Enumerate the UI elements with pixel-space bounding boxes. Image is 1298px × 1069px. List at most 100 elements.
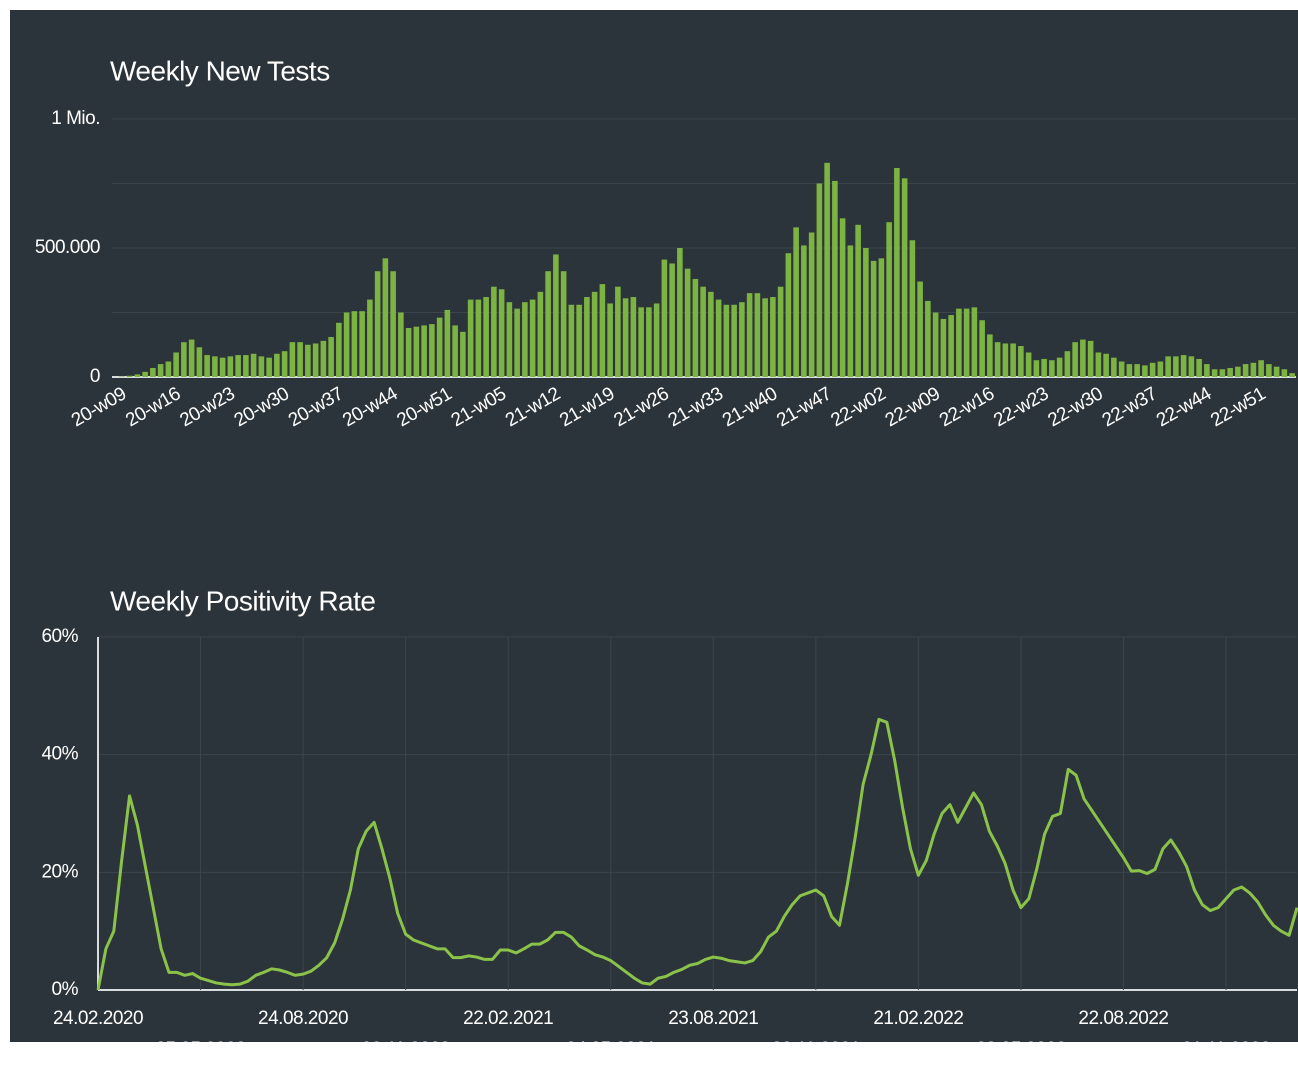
bar — [181, 342, 187, 377]
bar — [553, 254, 559, 377]
bar — [537, 291, 544, 377]
bar — [219, 357, 226, 377]
bar — [576, 304, 582, 377]
bar — [1072, 342, 1078, 377]
chart-title: Weekly New Tests — [110, 55, 330, 86]
y-tick-label: 1 Mio. — [51, 108, 100, 129]
bar — [948, 315, 954, 377]
bar — [1126, 364, 1133, 377]
bar — [832, 180, 838, 377]
bar — [855, 224, 861, 377]
bar — [529, 299, 536, 377]
bar — [599, 284, 606, 377]
bar — [971, 307, 978, 377]
bar — [165, 361, 172, 377]
bar — [250, 353, 257, 377]
bar — [940, 318, 947, 377]
bar — [731, 304, 737, 377]
bar — [661, 259, 668, 377]
x-tick-label: 22.02.2021 — [463, 1008, 553, 1029]
bar — [157, 364, 164, 377]
bar — [630, 297, 637, 377]
bar — [289, 342, 296, 377]
bar — [770, 297, 776, 377]
x-tick-label: 24.02.2020 — [53, 1008, 143, 1029]
bar — [1080, 339, 1086, 377]
bar — [653, 303, 660, 377]
bar — [847, 245, 854, 377]
bar — [491, 286, 497, 377]
bar — [514, 308, 520, 377]
bar — [622, 298, 629, 377]
bar — [677, 248, 683, 377]
bar — [281, 351, 288, 377]
y-tick-label: 0 — [90, 366, 100, 387]
bar — [894, 168, 900, 377]
bar — [870, 260, 877, 377]
bar — [312, 343, 319, 377]
bar — [274, 353, 280, 377]
bar — [336, 322, 342, 377]
bar — [196, 347, 203, 377]
bar — [328, 337, 334, 377]
bar — [1204, 364, 1210, 377]
bar — [1134, 364, 1140, 377]
bar — [258, 356, 265, 377]
x-tick-label: 21.11.2022 — [1182, 1039, 1271, 1060]
bar — [1281, 369, 1288, 377]
bar — [522, 302, 528, 377]
bar — [1258, 360, 1264, 377]
bar — [785, 253, 792, 377]
bar — [1180, 355, 1187, 377]
bar — [762, 298, 768, 377]
bar — [839, 218, 846, 377]
bar — [739, 302, 745, 377]
bar — [708, 291, 714, 377]
bar — [1235, 366, 1241, 377]
bar — [963, 308, 970, 377]
bar — [506, 302, 513, 377]
bar — [460, 331, 466, 377]
x-tick-label: 24.05.2021 — [566, 1039, 656, 1060]
bar — [1227, 367, 1233, 377]
bar — [1002, 343, 1009, 377]
bar — [1188, 356, 1195, 377]
bar — [382, 258, 389, 377]
bar — [1095, 352, 1102, 377]
bar — [359, 311, 365, 377]
bar — [1118, 361, 1125, 377]
x-tick-label: 23.05.2022 — [976, 1039, 1066, 1060]
bar — [777, 286, 784, 377]
bar — [1289, 373, 1295, 377]
bar — [1087, 340, 1094, 377]
bar — [351, 311, 358, 377]
bar — [863, 248, 869, 377]
bar — [1010, 343, 1016, 377]
bar — [467, 299, 474, 377]
bar — [669, 263, 675, 377]
bar — [1273, 366, 1280, 377]
bar — [305, 344, 311, 377]
bar — [715, 299, 722, 377]
bar — [754, 293, 761, 377]
bar — [684, 268, 691, 377]
bar — [816, 183, 823, 377]
bar — [452, 325, 458, 377]
bar — [204, 355, 210, 377]
bar — [429, 324, 435, 377]
x-tick-label: 23.08.2021 — [668, 1008, 758, 1029]
bar — [483, 297, 489, 377]
bar — [142, 371, 148, 377]
bar — [390, 271, 396, 377]
bar — [646, 307, 652, 377]
bar — [607, 303, 613, 377]
bar — [413, 326, 420, 377]
bar — [700, 286, 706, 377]
bar — [824, 162, 830, 377]
bar — [615, 286, 621, 377]
bar — [374, 271, 381, 377]
bar — [243, 355, 249, 377]
bar — [1142, 365, 1148, 377]
